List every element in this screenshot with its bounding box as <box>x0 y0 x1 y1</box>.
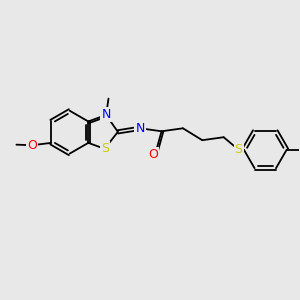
Text: O: O <box>27 139 37 152</box>
Text: S: S <box>100 142 109 155</box>
Text: N: N <box>136 122 145 135</box>
Text: N: N <box>101 108 111 122</box>
Text: O: O <box>148 148 158 161</box>
Text: S: S <box>235 143 242 156</box>
